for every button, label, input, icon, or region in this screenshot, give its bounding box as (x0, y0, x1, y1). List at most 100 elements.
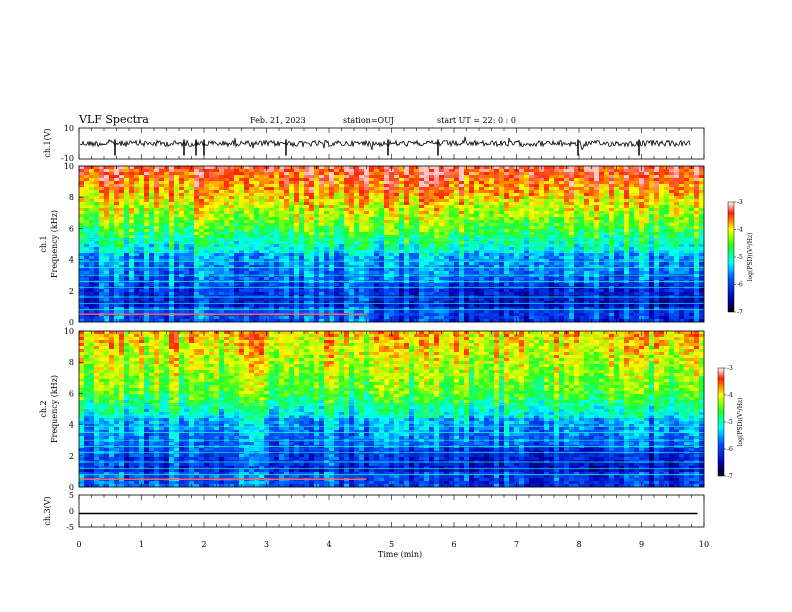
ch1-spec-cell (594, 211, 600, 215)
ch1-spec-cell (84, 250, 90, 254)
ch1-spec-cell (369, 214, 375, 218)
ch1-spec-cell (379, 205, 385, 209)
ch1-spec-cell (379, 226, 385, 230)
ch1-spec-cell (184, 178, 190, 182)
ch1-spec-cell (569, 205, 575, 209)
ch1-spec-cell (439, 259, 445, 263)
ch1-spec-cell (284, 217, 290, 221)
ch1-spec-cell (574, 184, 580, 188)
ch1-spec-cell (689, 244, 695, 248)
ch1-spec-cell (554, 241, 560, 245)
ch1-spec-cell (519, 226, 525, 230)
ch1-spec-cell (559, 235, 565, 239)
ch1-spec-cell (534, 178, 540, 182)
ch1-spec-cell (304, 166, 310, 170)
ch1-spec-cell (484, 265, 490, 269)
ch1-spec-cell (204, 235, 210, 239)
ch1-spec-cell (634, 175, 640, 179)
ch1-spec-cell (639, 193, 645, 197)
ch1-spec-cell (379, 259, 385, 263)
ch1-spec-cell (189, 187, 195, 191)
ch1-spec-cell (244, 250, 250, 254)
ch1-spec-cell (409, 181, 415, 185)
ch1-spec-cell (124, 265, 130, 269)
ch1-spec-cell (509, 181, 515, 185)
ch1-spec-cell (564, 244, 570, 248)
ch1-spec-cell (159, 232, 165, 236)
ch1-spec-cell (544, 259, 550, 263)
ch1-spec-cell (389, 181, 395, 185)
ch1-spec-cell (299, 187, 305, 191)
ch1-spec-cell (349, 172, 355, 176)
ch1-spec-cell (519, 169, 525, 173)
ch1-spec-cell (384, 199, 390, 203)
ch1-spec-cell (259, 256, 265, 260)
ch1-spec-cell (559, 271, 565, 275)
ch1-spec-cell (524, 235, 530, 239)
ch1-spec-cell (624, 226, 630, 230)
ch1-spec-cell (439, 184, 445, 188)
ch1-spec-cell (614, 241, 620, 245)
ch1-spec-cell (684, 220, 690, 224)
ch1-spec-cell (169, 166, 175, 170)
ch1-spec-cell (424, 247, 430, 251)
ch1-spec-cell (674, 253, 680, 257)
ch1-spec-cell (239, 226, 245, 230)
ch1-spec-cell (414, 241, 420, 245)
ch1-spec-cell (344, 241, 350, 245)
ch1-spec-cell (604, 265, 610, 269)
ch1-spec-cell (439, 220, 445, 224)
ch1-spec-cell (469, 244, 475, 248)
ch1-spec-cell (419, 277, 425, 281)
ch1-spec-cell (309, 250, 315, 254)
ch1-spec-cell (499, 190, 505, 194)
ch1-spec-cell (214, 277, 220, 281)
ch1-spec-cell (84, 202, 90, 206)
ch1-spec-cell (319, 214, 325, 218)
ch1-spec-cell (634, 196, 640, 200)
ch1-spec-cell (239, 283, 245, 287)
ch1-spec-cell (614, 247, 620, 251)
ch1-spec-cell (269, 265, 275, 269)
ch1-spec-cell (689, 268, 695, 272)
ch1-spec-cell (154, 271, 160, 275)
ch1-spec-cell (554, 268, 560, 272)
ch1-spec-cell (384, 256, 390, 260)
ch1-spec-cell (619, 247, 625, 251)
ch1-spec-cell (624, 220, 630, 224)
ch1-spec-cell (569, 226, 575, 230)
ch1-spec-cell (234, 226, 240, 230)
ch1-spec-cell (169, 202, 175, 206)
ch1-spec-cell (689, 202, 695, 206)
ch1-spec-cell (249, 241, 255, 245)
ch1-spec-cell (144, 259, 150, 263)
ch1-spec-cell (289, 208, 295, 212)
ch1-spec-cell (254, 244, 260, 248)
ch1-spec-cell (204, 283, 210, 287)
ch1-spec-cell (154, 250, 160, 254)
ch1-spec-cell (474, 199, 480, 203)
ch1-spec-cell (479, 226, 485, 230)
ch1-spec-cell (254, 193, 260, 197)
ch1-spec-cell (269, 175, 275, 179)
ch1-spec-cell (689, 262, 695, 266)
ch1-spec-cell (504, 169, 510, 173)
ch1-spec-cell (449, 283, 455, 287)
ch1-spec-cell (344, 229, 350, 233)
ch1-spec-cell (359, 193, 365, 197)
ch1-spec-cell (159, 220, 165, 224)
ch1-spec-cell (424, 271, 430, 275)
ch1-spec-cell (619, 169, 625, 173)
ch1-spec-cell (524, 190, 530, 194)
ch1-spec-cell (324, 268, 330, 272)
ch1-spec-cell (249, 169, 255, 173)
ch1-spec-cell (169, 193, 175, 197)
ch1-spec-cell (414, 181, 420, 185)
ch1-spec-cell (294, 223, 300, 227)
ch1-spectrogram-image (79, 166, 705, 323)
ch1-spec-cell (584, 283, 590, 287)
ch1-spec-cell (684, 265, 690, 269)
ch1-spec-cell (109, 178, 115, 182)
ch1-spec-cell (419, 217, 425, 221)
